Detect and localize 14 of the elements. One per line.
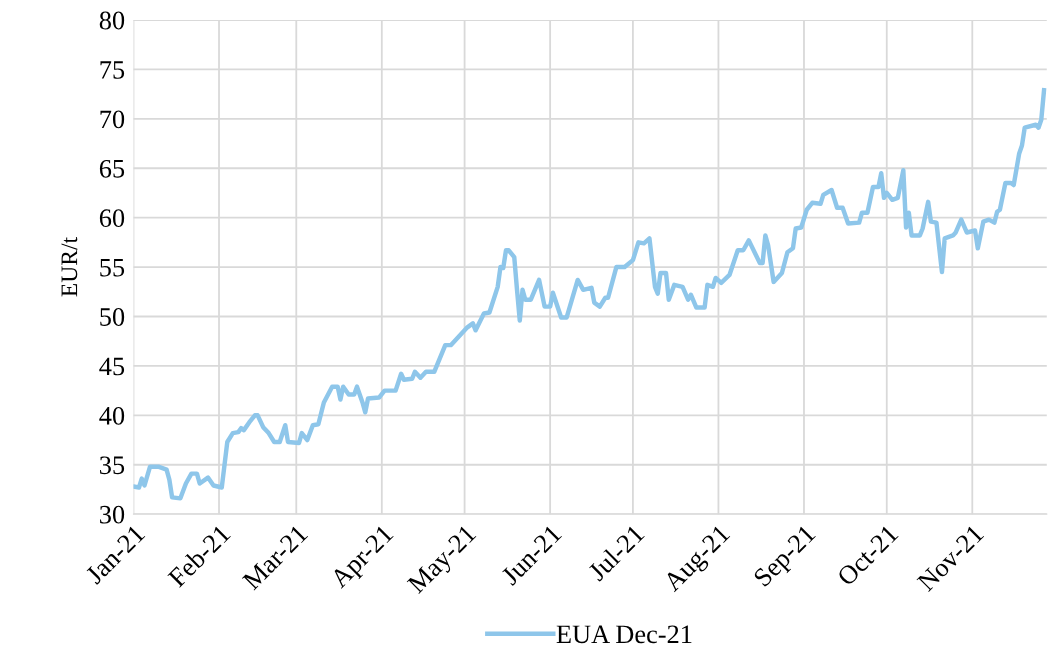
y-tick-label: 40 xyxy=(99,406,125,425)
line-series xyxy=(133,87,1047,501)
y-tick-label: 65 xyxy=(99,159,125,178)
y-tick-label: 70 xyxy=(100,110,125,129)
y-axis-title: EUR/t xyxy=(61,237,78,297)
legend-label: EUA Dec-21 xyxy=(556,625,692,644)
y-tick-label: 60 xyxy=(99,209,125,228)
y-tick-label: 55 xyxy=(100,258,125,277)
y-tick-label: 45 xyxy=(99,357,125,376)
y-tick-label: 75 xyxy=(100,61,125,79)
y-tick-label: 35 xyxy=(100,456,125,475)
y-tick-label: 50 xyxy=(100,308,125,326)
y-tick-label: 80 xyxy=(99,11,125,30)
y-tick-label: 30 xyxy=(100,505,125,524)
